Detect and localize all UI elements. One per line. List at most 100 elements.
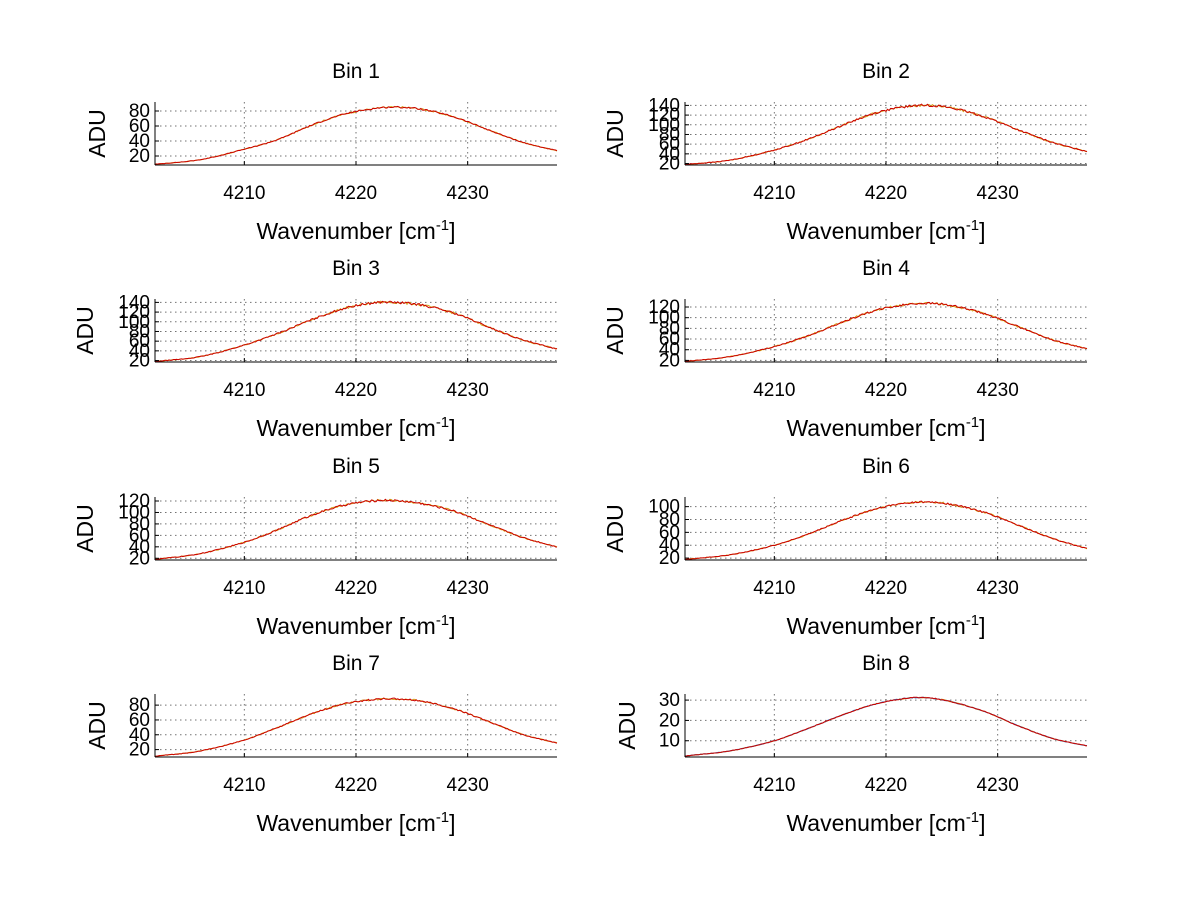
y-tick-label: 100: [648, 308, 680, 329]
y-tick-label: 40: [129, 341, 150, 362]
subplot-title: Bin 5: [332, 455, 380, 478]
y-tick-label: 140: [118, 292, 150, 313]
x-tick-label: 4210: [753, 775, 795, 796]
series-line: [684, 301, 1088, 362]
series-line: [154, 300, 558, 362]
y-tick-label: 60: [129, 525, 150, 546]
x-axis-label: Wavenumber [cm-1]: [256, 809, 455, 836]
y-axis-label: ADU: [602, 306, 628, 355]
y-tick-label: 80: [129, 514, 150, 535]
y-tick-label: 20: [129, 740, 150, 761]
y-tick-label: 120: [118, 491, 150, 512]
x-tick-label: 4210: [753, 380, 795, 401]
x-tick-label: 4220: [335, 380, 377, 401]
series-line: [684, 696, 1088, 757]
y-axis-label: ADU: [84, 701, 110, 750]
y-tick-label: 20: [659, 710, 680, 731]
y-tick-label: 80: [129, 695, 150, 716]
y-tick-label: 120: [648, 105, 680, 126]
x-axis-label: Wavenumber [cm-1]: [256, 217, 455, 244]
y-tick-label: 40: [129, 725, 150, 746]
x-tick-label: 4220: [865, 183, 907, 204]
x-tick-label: 4210: [753, 578, 795, 599]
series-line: [684, 500, 1088, 560]
x-tick-label: 4220: [865, 380, 907, 401]
y-tick-label: 40: [659, 535, 680, 556]
subplot-title: Bin 7: [332, 652, 380, 675]
series-line: [684, 103, 1088, 166]
y-tick-label: 100: [118, 312, 150, 333]
x-axis-label: Wavenumber [cm-1]: [256, 612, 455, 639]
y-tick-label: 60: [129, 116, 150, 137]
y-tick-label: 80: [659, 318, 680, 339]
x-tick-label: 4230: [977, 775, 1019, 796]
subplot-title: Bin 6: [862, 455, 910, 478]
x-tick-label: 4230: [447, 183, 489, 204]
subplot-title: Bin 8: [862, 652, 910, 675]
x-tick-label: 4210: [223, 380, 265, 401]
y-tick-label: 120: [648, 297, 680, 318]
y-tick-label: 60: [659, 522, 680, 543]
y-tick-label: 20: [129, 146, 150, 167]
series-line: [684, 696, 1088, 757]
y-tick-label: 100: [648, 115, 680, 136]
x-tick-label: 4220: [865, 578, 907, 599]
subplot-title: Bin 2: [862, 60, 910, 83]
x-tick-label: 4220: [335, 578, 377, 599]
y-tick-label: 10: [659, 731, 680, 752]
x-tick-label: 4230: [977, 380, 1019, 401]
y-tick-label: 80: [659, 510, 680, 531]
x-tick-label: 4230: [447, 775, 489, 796]
y-tick-label: 100: [648, 497, 680, 518]
subplot-title: Bin 3: [332, 257, 380, 280]
x-tick-label: 4220: [865, 775, 907, 796]
x-axis-label: Wavenumber [cm-1]: [786, 612, 985, 639]
x-axis-label: Wavenumber [cm-1]: [786, 414, 985, 441]
y-tick-label: 20: [129, 351, 150, 372]
x-tick-label: 4220: [335, 183, 377, 204]
y-tick-label: 40: [129, 537, 150, 558]
y-tick-label: 80: [659, 124, 680, 145]
y-tick-label: 60: [659, 329, 680, 350]
y-tick-label: 20: [659, 154, 680, 175]
x-tick-label: 4220: [335, 775, 377, 796]
series-line: [155, 697, 558, 757]
y-axis-label: ADU: [614, 701, 640, 750]
subplot-title: Bin 1: [332, 60, 380, 83]
y-tick-label: 40: [659, 144, 680, 165]
y-tick-label: 60: [659, 134, 680, 155]
y-tick-label: 120: [118, 302, 150, 323]
series-line: [684, 500, 1088, 561]
y-tick-label: 40: [659, 340, 680, 361]
series-line: [154, 105, 558, 165]
x-tick-label: 4210: [223, 775, 265, 796]
subplot-title: Bin 4: [862, 257, 910, 280]
series-line: [684, 301, 1088, 362]
y-axis-label: ADU: [602, 504, 628, 553]
y-tick-label: 80: [129, 321, 150, 342]
y-tick-label: 60: [129, 710, 150, 731]
y-tick-label: 20: [129, 548, 150, 569]
x-axis-label: Wavenumber [cm-1]: [786, 809, 985, 836]
y-tick-label: 40: [129, 131, 150, 152]
y-tick-label: 100: [118, 502, 150, 523]
y-axis-label: ADU: [602, 109, 628, 158]
y-axis-label: ADU: [72, 504, 98, 553]
y-tick-label: 30: [659, 690, 680, 711]
x-axis-label: Wavenumber [cm-1]: [786, 217, 985, 244]
y-tick-label: 20: [659, 350, 680, 371]
x-tick-label: 4210: [753, 183, 795, 204]
y-tick-label: 60: [129, 331, 150, 352]
x-tick-label: 4230: [977, 578, 1019, 599]
series-line: [154, 498, 558, 561]
y-axis-label: ADU: [84, 109, 110, 158]
x-tick-label: 4230: [447, 578, 489, 599]
